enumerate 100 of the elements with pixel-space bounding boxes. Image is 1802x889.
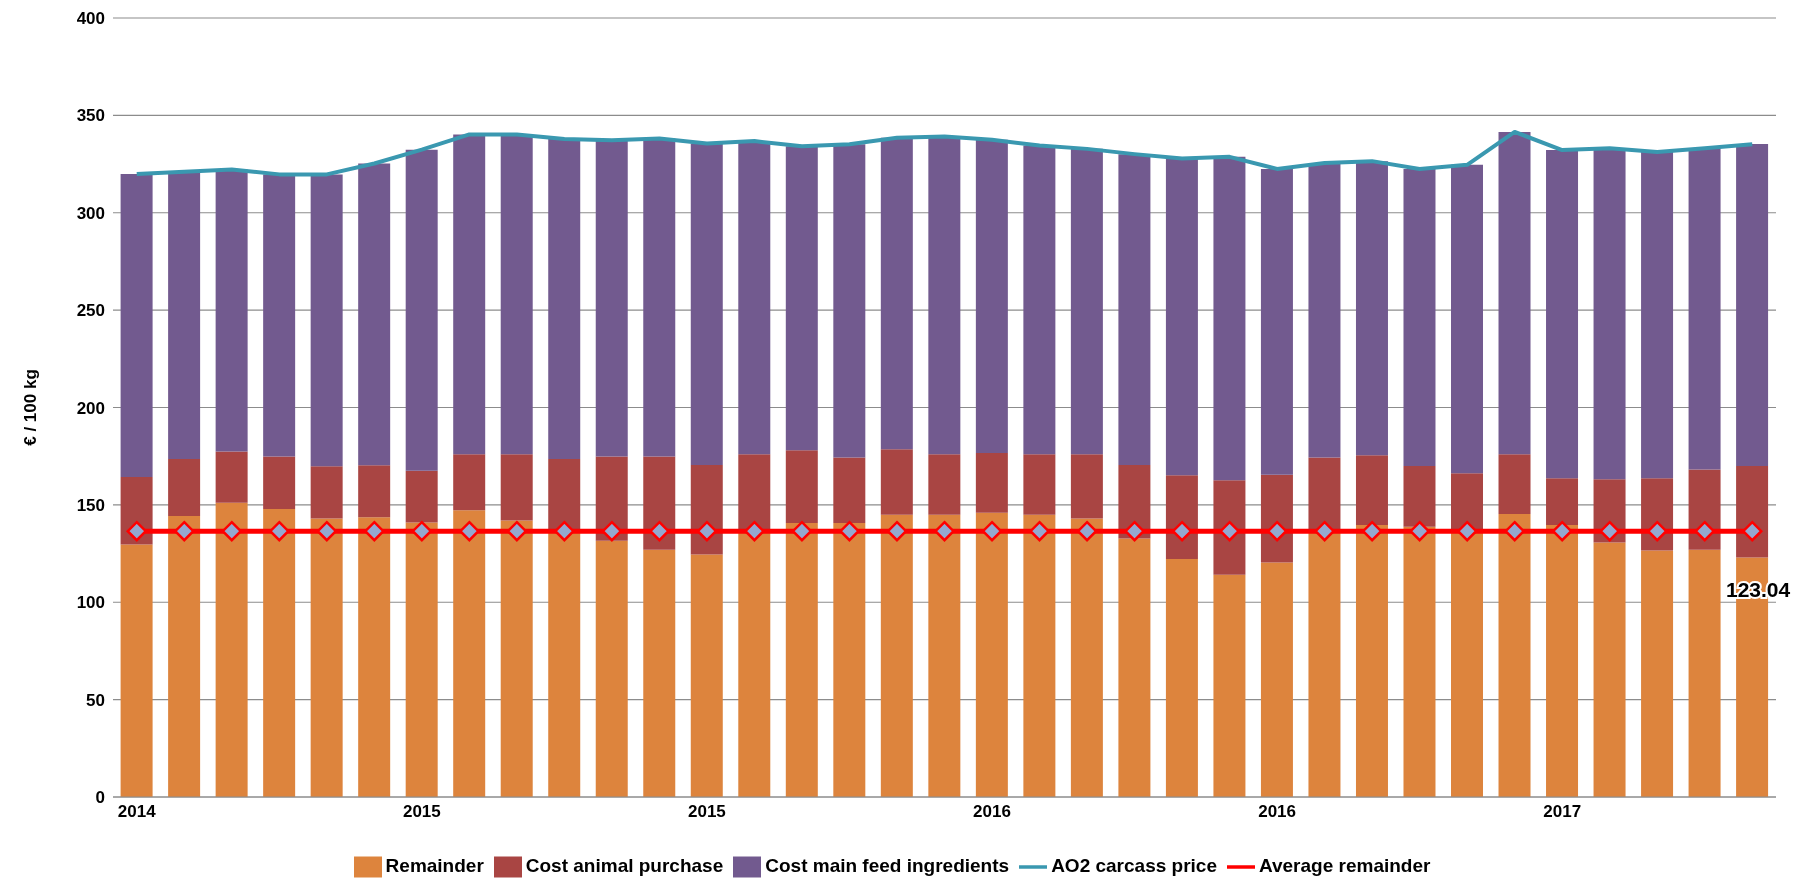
legend-label: Average remainder — [1258, 855, 1431, 877]
legend-label: Cost animal purchase — [525, 855, 724, 877]
bar — [1688, 148, 1721, 470]
bar — [1213, 574, 1246, 797]
bar — [928, 136, 961, 455]
bar — [1023, 145, 1056, 455]
bar — [453, 510, 486, 797]
bar — [168, 515, 201, 797]
bar — [738, 141, 771, 455]
bar — [263, 174, 296, 457]
bar — [358, 163, 391, 466]
bar — [310, 174, 343, 467]
bar — [1308, 162, 1341, 458]
bar — [1641, 151, 1674, 479]
y-tick-label: 50 — [86, 690, 105, 710]
bar — [500, 134, 533, 455]
x-tick-label: 2015 — [688, 802, 726, 822]
x-tick-label: 2014 — [117, 802, 157, 822]
bar — [975, 512, 1008, 797]
y-tick-label: 0 — [95, 788, 105, 808]
x-tick-label: 2016 — [973, 802, 1011, 822]
bar — [690, 554, 723, 797]
bar — [880, 514, 913, 797]
bar — [1403, 168, 1436, 467]
bar — [1070, 454, 1103, 519]
bar — [1118, 538, 1151, 797]
bar — [405, 470, 438, 523]
bar — [785, 450, 818, 523]
bar — [405, 522, 438, 797]
bar — [643, 456, 676, 550]
bar — [1260, 562, 1293, 797]
bar — [595, 540, 628, 797]
bar — [643, 549, 676, 797]
bar — [405, 149, 438, 471]
bar — [358, 517, 391, 797]
bar — [168, 458, 201, 516]
bar — [785, 146, 818, 451]
bar — [1736, 144, 1769, 467]
bar — [975, 453, 1008, 513]
bar — [500, 454, 533, 521]
y-tick-label: 200 — [76, 398, 105, 418]
line-series — [134, 129, 1755, 177]
bar — [975, 139, 1008, 454]
bar — [168, 171, 201, 459]
bar — [1403, 526, 1436, 797]
bar — [1260, 168, 1293, 475]
bar — [1593, 148, 1626, 480]
bar — [1641, 550, 1674, 797]
legend-label: Remainder — [385, 855, 484, 877]
bar — [928, 514, 961, 797]
bar — [833, 457, 866, 523]
bar — [643, 138, 676, 457]
bar — [1688, 549, 1721, 797]
bar — [500, 520, 533, 797]
legend-label: AO2 carcass price — [1051, 855, 1217, 877]
y-tick-label: 350 — [76, 106, 105, 126]
bar — [1546, 478, 1579, 525]
legend-label: Cost main feed ingredients — [765, 855, 1010, 877]
y-tick-label: 100 — [76, 593, 105, 613]
bar — [310, 518, 343, 797]
bar — [215, 451, 248, 503]
bar — [1070, 148, 1103, 455]
bar — [215, 169, 248, 452]
bar — [1498, 454, 1531, 515]
y-axis-title: € / 100 kg — [21, 369, 41, 446]
y-tick-label: 250 — [76, 301, 105, 321]
bar — [1498, 131, 1531, 455]
bar — [1023, 514, 1056, 797]
bar — [263, 508, 296, 797]
bar — [1498, 514, 1531, 797]
bar — [358, 465, 391, 518]
y-tick-label: 400 — [76, 9, 105, 29]
bar — [928, 454, 961, 515]
bar — [215, 502, 248, 797]
bar — [1593, 542, 1626, 797]
bar — [1451, 473, 1483, 531]
bar — [548, 458, 581, 531]
bar — [263, 456, 296, 509]
bar — [1736, 466, 1769, 558]
bar — [453, 134, 486, 455]
bar — [120, 173, 153, 478]
bar — [1403, 466, 1436, 527]
bar — [1546, 150, 1579, 479]
bar — [453, 454, 486, 511]
x-tick-label: 2017 — [1543, 802, 1582, 822]
bar — [1213, 480, 1246, 575]
bar — [1023, 454, 1056, 515]
bar — [310, 466, 343, 519]
bar — [690, 143, 723, 465]
bar — [690, 464, 723, 555]
bar — [1546, 524, 1579, 797]
bar — [1355, 161, 1388, 456]
bar — [880, 137, 913, 450]
bar — [880, 449, 913, 515]
bar — [785, 522, 818, 797]
bar — [833, 522, 866, 797]
bar — [1070, 518, 1103, 797]
bar — [120, 544, 153, 797]
bar — [1355, 524, 1388, 797]
x-tick-label: 2015 — [402, 802, 441, 822]
